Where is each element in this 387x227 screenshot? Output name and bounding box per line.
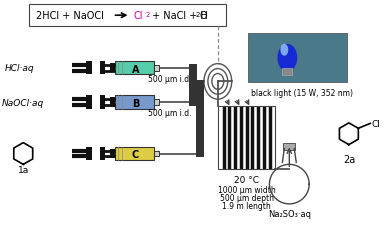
Bar bbox=[115, 96, 154, 110]
Bar bbox=[86, 96, 92, 110]
Bar bbox=[196, 81, 204, 158]
Bar bbox=[189, 64, 197, 107]
Text: 2HCl + NaOCl: 2HCl + NaOCl bbox=[36, 11, 104, 21]
Bar bbox=[248, 34, 347, 83]
Bar bbox=[100, 96, 104, 110]
Text: Cl: Cl bbox=[371, 119, 380, 128]
Text: 2: 2 bbox=[146, 12, 150, 18]
Text: HCl·aq: HCl·aq bbox=[4, 64, 34, 73]
Text: 500 μm i.d.: 500 μm i.d. bbox=[148, 109, 192, 118]
Text: NaOCl·aq: NaOCl·aq bbox=[2, 98, 44, 107]
Bar bbox=[154, 151, 159, 157]
Text: A: A bbox=[132, 64, 139, 74]
Bar bbox=[100, 61, 104, 75]
Bar bbox=[86, 61, 92, 75]
Text: Na₂SO₃·aq: Na₂SO₃·aq bbox=[268, 209, 311, 218]
Text: Cl: Cl bbox=[134, 11, 143, 21]
Text: black light (15 W, 352 nm): black light (15 W, 352 nm) bbox=[251, 89, 353, 98]
Bar bbox=[110, 63, 115, 73]
Ellipse shape bbox=[277, 45, 297, 72]
Bar bbox=[283, 68, 292, 76]
Text: + NaCl + H: + NaCl + H bbox=[149, 11, 208, 21]
Text: 2a: 2a bbox=[343, 155, 355, 165]
Bar bbox=[218, 107, 276, 170]
Text: 500 μm depth: 500 μm depth bbox=[219, 193, 274, 202]
Text: B: B bbox=[132, 99, 139, 109]
Text: 500 μm i.d.: 500 μm i.d. bbox=[148, 75, 192, 84]
Text: O: O bbox=[200, 11, 207, 21]
Bar bbox=[283, 143, 295, 150]
Text: C: C bbox=[132, 150, 139, 160]
Bar bbox=[154, 65, 159, 71]
Text: 2: 2 bbox=[196, 12, 200, 18]
Bar bbox=[115, 147, 154, 161]
Text: 1a: 1a bbox=[17, 165, 29, 174]
Bar bbox=[100, 147, 104, 161]
Text: 1000 μm width: 1000 μm width bbox=[218, 185, 276, 194]
Text: 1.9 m length: 1.9 m length bbox=[222, 201, 271, 210]
Ellipse shape bbox=[280, 45, 288, 57]
Bar bbox=[115, 61, 154, 75]
Bar bbox=[110, 98, 115, 108]
Bar bbox=[86, 147, 92, 161]
Bar bbox=[154, 100, 159, 106]
Text: 20 °C: 20 °C bbox=[234, 175, 259, 184]
Bar bbox=[110, 149, 115, 159]
FancyBboxPatch shape bbox=[29, 5, 226, 27]
